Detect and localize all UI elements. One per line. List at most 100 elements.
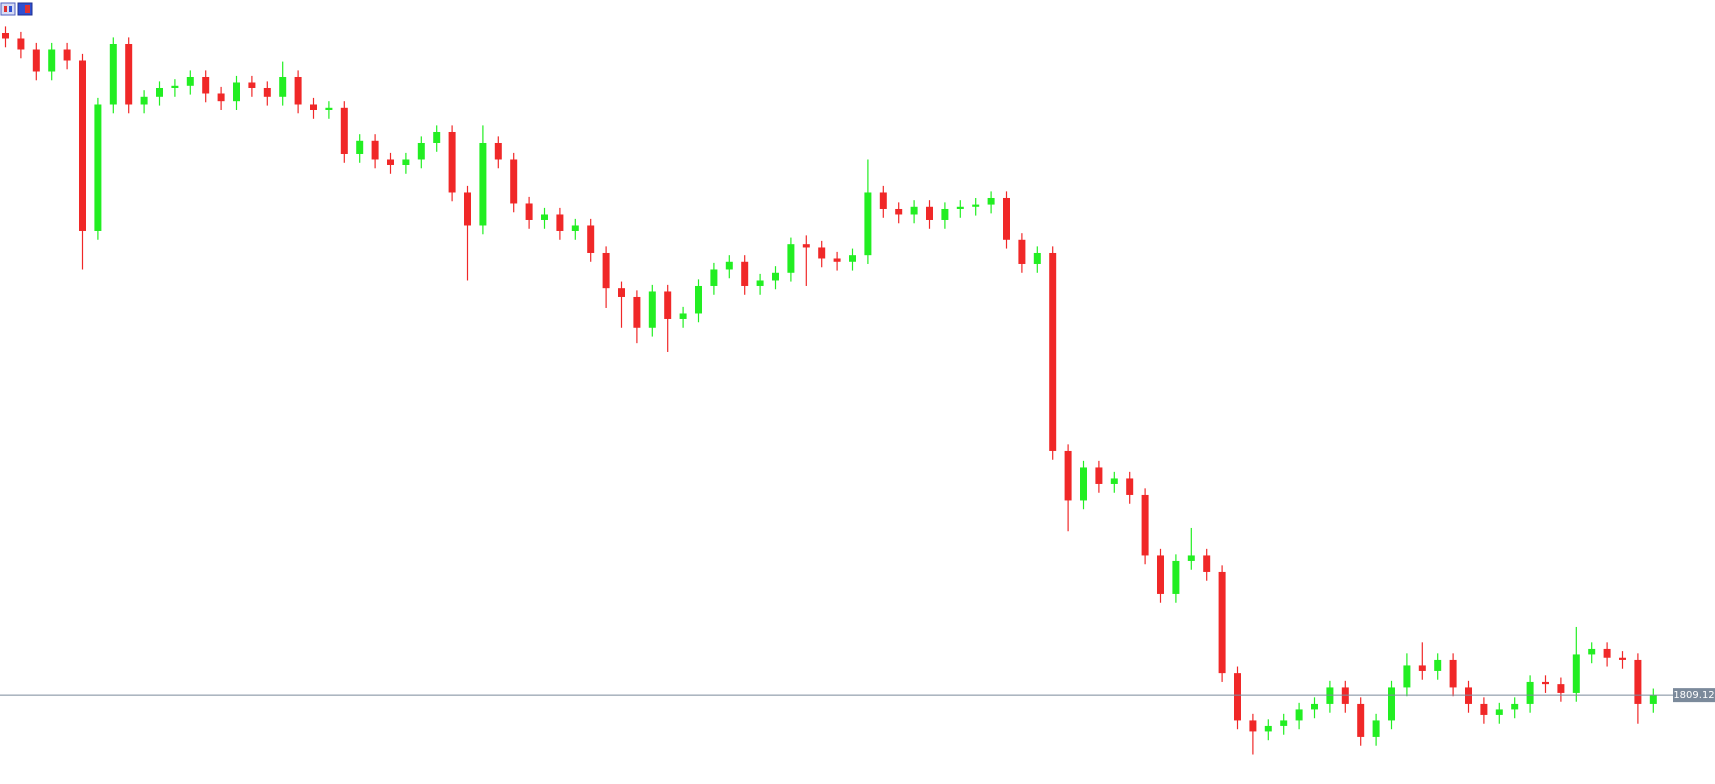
- icon-two-detail: [25, 5, 30, 13]
- plot-area: [0, 26, 1673, 755]
- candle-body: [2, 32, 9, 39]
- candle-body: [1218, 571, 1226, 674]
- candle-body: [1649, 695, 1657, 704]
- candle-body: [248, 82, 256, 88]
- candle-body: [556, 214, 564, 231]
- candle-body: [849, 255, 856, 262]
- candle-body: [787, 244, 795, 273]
- candle-body: [1172, 560, 1180, 594]
- candle-body: [1372, 720, 1380, 737]
- candle-body: [772, 272, 779, 281]
- candle-body: [371, 140, 379, 160]
- candle-body: [1187, 555, 1195, 561]
- candle-body: [1357, 703, 1365, 737]
- candle-body: [448, 131, 456, 193]
- candle-body: [1110, 478, 1118, 484]
- candle-body: [725, 261, 733, 270]
- candle-body: [1403, 665, 1411, 688]
- candle-body: [1033, 252, 1041, 264]
- candle-body: [926, 206, 933, 220]
- candle-body: [664, 291, 672, 319]
- candle-body: [571, 225, 579, 231]
- candle-body: [879, 192, 887, 209]
- price-label-box: [1673, 688, 1715, 703]
- candle-body: [972, 204, 980, 207]
- candle-body: [1388, 687, 1395, 721]
- candle-body: [695, 285, 702, 314]
- candle-body: [325, 107, 333, 110]
- candle-body: [1295, 709, 1303, 721]
- candle-body: [956, 206, 964, 209]
- candle-body: [1465, 687, 1472, 704]
- candle-body: [464, 192, 471, 226]
- candle-body: [648, 291, 656, 328]
- candle-body: [1264, 725, 1272, 732]
- candle-body: [1572, 654, 1580, 693]
- candle-body: [1326, 687, 1334, 704]
- candle-body: [1311, 703, 1318, 710]
- candle-body: [1095, 467, 1103, 484]
- candle-body: [1603, 648, 1611, 658]
- candle-body: [479, 142, 487, 226]
- candle-body: [263, 87, 271, 97]
- candle-body: [1003, 197, 1010, 240]
- candle-body: [741, 261, 749, 286]
- candle-body: [140, 96, 148, 105]
- candle-body: [1249, 720, 1257, 732]
- icon-one[interactable]: [0, 2, 16, 16]
- candle-body: [387, 159, 394, 165]
- candle-body: [310, 104, 317, 110]
- candle-body: [1341, 687, 1349, 704]
- candle-body: [94, 104, 102, 231]
- candle-body: [602, 252, 610, 289]
- candle-body: [910, 206, 918, 215]
- candle-body: [1511, 703, 1519, 710]
- candle-body: [802, 244, 810, 248]
- candle-body: [294, 76, 302, 105]
- candle-body: [109, 43, 117, 105]
- candle-body: [510, 159, 518, 204]
- candle-body: [818, 247, 826, 259]
- candle-body: [1526, 681, 1534, 704]
- candle-body: [941, 208, 949, 220]
- candle-body: [1634, 659, 1642, 704]
- candle-body: [1588, 648, 1596, 655]
- candle-body: [1619, 657, 1626, 660]
- candle-body: [710, 269, 718, 286]
- candle-body: [587, 225, 595, 253]
- candle-body: [171, 85, 179, 88]
- toolbar-icons[interactable]: [0, 2, 33, 16]
- candle-body: [1280, 720, 1288, 726]
- candle-body: [63, 49, 71, 61]
- candle-body: [679, 313, 687, 319]
- candle-body: [32, 49, 40, 72]
- candle-body: [79, 60, 86, 231]
- candle-body: [494, 142, 502, 160]
- candle-body: [217, 93, 225, 102]
- candle-body: [633, 296, 641, 328]
- current-price-label: 1809.12: [1673, 690, 1714, 701]
- candle-body: [987, 197, 995, 205]
- candle-body: [1049, 252, 1057, 451]
- candle-body: [125, 43, 133, 105]
- candle-body: [1141, 494, 1149, 556]
- candle-body: [1157, 555, 1164, 594]
- candle-body: [541, 214, 548, 220]
- candle-body: [186, 76, 194, 86]
- candle-body: [1557, 684, 1565, 693]
- candle-body: [1434, 659, 1442, 671]
- candle-body: [233, 82, 240, 102]
- candle-body: [402, 159, 410, 165]
- candle-body: [417, 142, 425, 160]
- candle-body: [1542, 681, 1549, 685]
- candle-body: [1234, 673, 1241, 721]
- icon-one-detail: [9, 6, 12, 12]
- candle-body: [48, 49, 56, 72]
- candle-body: [864, 192, 872, 256]
- candle-body: [356, 140, 364, 154]
- candle-body: [756, 280, 764, 286]
- candle-body: [895, 208, 903, 215]
- candle-body: [1495, 709, 1503, 715]
- candle-body: [156, 87, 163, 97]
